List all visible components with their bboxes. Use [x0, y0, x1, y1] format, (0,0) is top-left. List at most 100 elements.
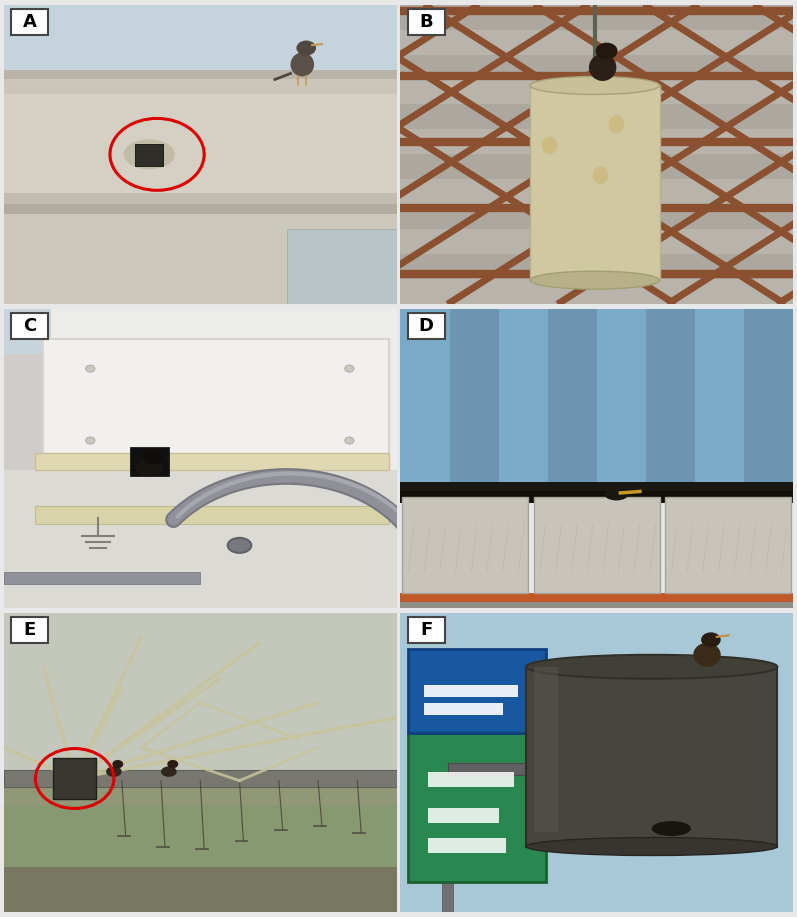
Bar [407, 617, 445, 643]
Bar [43, 338, 389, 458]
Bar [4, 572, 200, 584]
Bar [665, 497, 791, 593]
Bar [744, 309, 793, 489]
Ellipse shape [693, 643, 720, 667]
Bar [400, 105, 793, 129]
Bar [448, 763, 534, 775]
Bar [4, 804, 396, 912]
Circle shape [344, 436, 354, 444]
Bar [400, 593, 793, 605]
Circle shape [167, 760, 179, 768]
Ellipse shape [161, 767, 177, 777]
Bar [4, 470, 396, 608]
Bar [4, 309, 51, 608]
Bar [400, 154, 793, 180]
Ellipse shape [605, 489, 628, 501]
Circle shape [296, 40, 316, 56]
Text: F: F [420, 621, 432, 639]
Ellipse shape [652, 821, 691, 836]
Bar [11, 9, 49, 35]
Bar [548, 309, 597, 489]
Bar [4, 309, 51, 354]
Bar [4, 867, 396, 912]
Bar [450, 309, 499, 489]
Bar [400, 492, 793, 503]
Ellipse shape [593, 166, 609, 184]
Bar [135, 144, 163, 166]
Ellipse shape [526, 837, 777, 856]
Text: C: C [23, 317, 37, 335]
Bar [424, 685, 518, 697]
Circle shape [143, 449, 163, 465]
Ellipse shape [135, 458, 163, 477]
Bar [499, 309, 548, 489]
Ellipse shape [291, 52, 314, 76]
Bar [530, 85, 660, 281]
Bar [526, 667, 777, 846]
Bar [4, 204, 396, 215]
Bar [53, 757, 96, 800]
Bar [424, 702, 503, 714]
Bar [400, 309, 450, 489]
Ellipse shape [589, 54, 616, 81]
Bar [407, 9, 445, 35]
Bar [400, 129, 793, 154]
Bar [400, 180, 793, 204]
Bar [130, 447, 169, 477]
Text: B: B [419, 13, 433, 31]
Bar [4, 770, 396, 787]
Bar [400, 279, 793, 304]
Ellipse shape [530, 76, 660, 94]
Bar [597, 309, 646, 489]
Bar [135, 144, 163, 166]
Bar [534, 497, 660, 593]
Bar [35, 452, 389, 470]
Bar [400, 5, 793, 29]
Circle shape [112, 760, 124, 768]
Bar [646, 309, 695, 489]
Ellipse shape [106, 767, 122, 777]
Bar [408, 649, 546, 733]
Bar [4, 613, 396, 799]
Ellipse shape [526, 655, 777, 679]
Text: A: A [23, 13, 37, 31]
Bar [428, 837, 506, 853]
Bar [407, 314, 445, 338]
Bar [400, 204, 793, 229]
Bar [4, 5, 396, 130]
Bar [400, 309, 793, 489]
Circle shape [595, 42, 618, 60]
Bar [11, 617, 49, 643]
Bar [4, 787, 396, 804]
Text: E: E [24, 621, 36, 639]
Circle shape [85, 436, 95, 444]
Bar [442, 657, 453, 912]
Bar [4, 71, 396, 80]
Bar [4, 76, 396, 94]
Bar [4, 80, 396, 199]
Ellipse shape [124, 139, 175, 170]
Bar [400, 254, 793, 279]
Ellipse shape [609, 116, 624, 133]
Bar [400, 482, 793, 497]
Bar [402, 497, 528, 593]
Bar [695, 309, 744, 489]
Ellipse shape [530, 271, 660, 289]
Bar [428, 808, 499, 823]
Bar [534, 667, 557, 832]
Bar [35, 506, 389, 525]
Bar [4, 215, 396, 304]
Bar [428, 771, 514, 787]
Bar [287, 229, 396, 304]
Circle shape [85, 365, 95, 372]
Bar [11, 314, 49, 338]
Bar [400, 602, 793, 608]
Circle shape [344, 365, 354, 372]
Bar [400, 229, 793, 254]
Ellipse shape [228, 538, 251, 553]
Bar [400, 80, 793, 105]
Bar [400, 29, 793, 54]
Text: D: D [418, 317, 434, 335]
Ellipse shape [542, 137, 557, 154]
Bar [4, 193, 396, 205]
